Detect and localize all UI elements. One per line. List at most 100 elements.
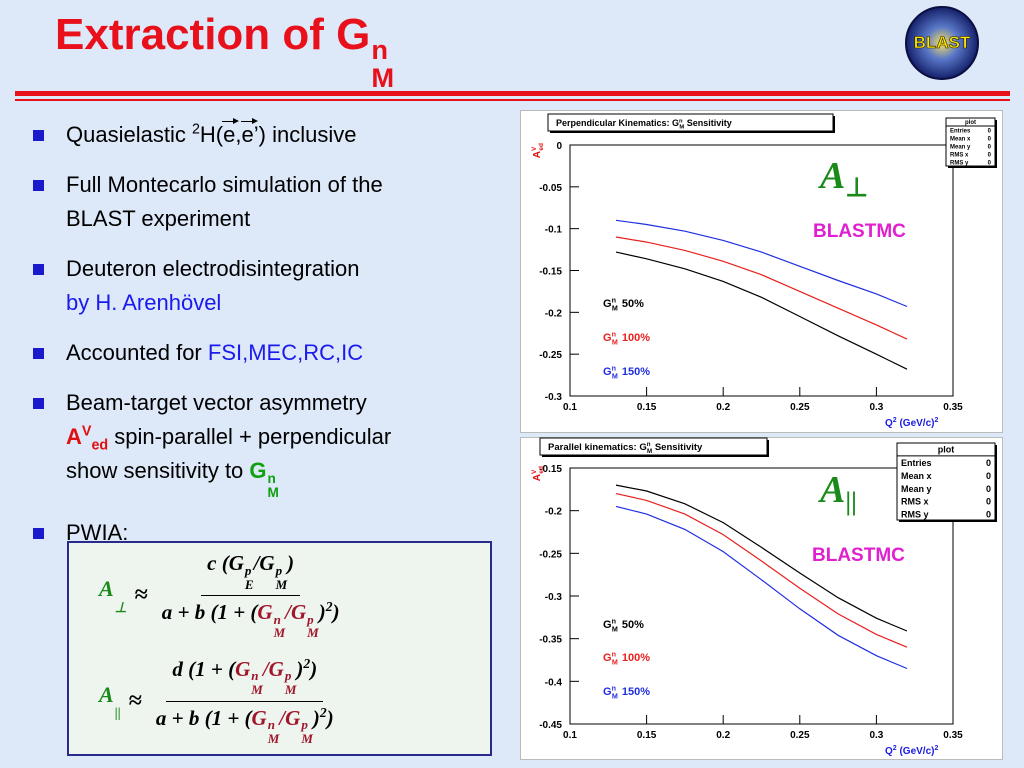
y-axis-label: AVed: [531, 466, 545, 481]
text-run: M: [612, 625, 618, 633]
superscript: p: [275, 562, 283, 578]
y-axis-label: AVed: [531, 143, 545, 158]
bullet-item: Quasielastic 2H(e,e’) inclusive: [30, 118, 510, 152]
text-run: ): [310, 656, 318, 681]
text-run: A: [99, 576, 114, 602]
text-run: M: [679, 125, 684, 131]
series-line: [615, 251, 908, 370]
text-run: ed: [91, 437, 109, 454]
series-line: [615, 505, 908, 670]
stats-title: plot: [965, 120, 976, 126]
legend-name: 100%: [622, 332, 650, 344]
text-run: ): [326, 705, 334, 730]
text-run: G: [603, 298, 612, 310]
superscript: n: [267, 470, 276, 486]
bullet-marker: [33, 348, 44, 359]
text-run: 2: [319, 704, 327, 720]
text-run: 2: [325, 599, 333, 615]
x-tick-label: 0.1: [563, 730, 577, 741]
subscript: M: [267, 485, 279, 501]
stats-label: Entries: [901, 458, 932, 468]
chart-title: Parallel kinematics: Gn M Sensitivity: [548, 441, 703, 455]
y-tick-label: -0.3: [545, 592, 563, 603]
text-run: G: [603, 332, 612, 344]
subscript: M: [273, 625, 286, 641]
stats-value: 0: [988, 136, 992, 142]
bullet-item: Deuteron electrodisintegration by H. Aren…: [30, 252, 510, 320]
subscript: M: [371, 62, 395, 94]
y-tick-label: -0.35: [539, 635, 562, 646]
text-run: Parallel kinematics: G: [548, 442, 647, 453]
text-run: 2: [893, 745, 897, 752]
bullet-line: by H. Arenhövel: [66, 286, 510, 320]
stats-value: 0: [986, 471, 991, 481]
bullet-line: Beam-target vector asymmetry: [66, 386, 510, 420]
text-run: V: [531, 146, 538, 151]
superscript: n: [371, 33, 389, 65]
stats-value: 0: [988, 144, 992, 150]
text-run: ): [312, 705, 320, 730]
y-tick-label: -0.25: [539, 549, 562, 560]
text-run: ||: [845, 487, 856, 516]
text-run: n: [612, 685, 616, 693]
text-run: d (1 + (: [172, 656, 236, 681]
numerator: c (G p E/G p M): [201, 551, 301, 597]
logo: BLAST: [905, 6, 979, 80]
text-run: G: [603, 366, 612, 378]
text-run: c (: [207, 551, 229, 576]
stats-label: Mean y: [950, 144, 971, 150]
text-run: ed: [538, 143, 545, 151]
text-run: Quasielastic: [66, 122, 192, 147]
y-tick-label: -0.1: [545, 225, 563, 236]
formula: A || ≈ d (1 + (G n M/G p M)2) a + b (1 + (G n M/G p…: [99, 657, 490, 746]
text-run: G: [228, 551, 244, 576]
legend-entry: Gn M 100%: [603, 331, 650, 347]
legend-entry: Gn M 100%: [603, 651, 650, 667]
series-line: [615, 484, 908, 632]
superscript: n: [267, 717, 275, 733]
stats-label: Mean x: [950, 136, 971, 142]
y-tick-label: -0.25: [539, 350, 562, 361]
legend-name: 50%: [622, 619, 644, 631]
text-run: ): [332, 600, 340, 625]
bullet-item: Beam-target vector asymmetry AVed spin-pa…: [30, 386, 510, 500]
text-run: H(: [199, 122, 224, 147]
text-run: M: [647, 448, 652, 455]
formula-lhs: A ⊥: [99, 576, 127, 615]
text-run: /: [253, 551, 260, 576]
y-tick-label: 0: [556, 141, 562, 152]
stats-label: RMS y: [901, 509, 929, 519]
text-run: G: [235, 656, 251, 681]
pad-border: [520, 110, 1003, 433]
text-run: G: [249, 458, 267, 483]
text-run: /: [262, 656, 269, 681]
bullet-marker: [33, 528, 44, 540]
stats-label: RMS y: [950, 160, 969, 166]
x-tick-label: 0.25: [790, 730, 810, 741]
x-tick-label: 0.2: [716, 402, 730, 413]
stats-value: 0: [986, 497, 991, 507]
bullet-marker: [33, 398, 44, 409]
text-run: (GeV/c): [897, 418, 935, 429]
text-run: (GeV/c): [897, 746, 935, 757]
subscript: E: [244, 576, 254, 592]
text-run: n: [612, 618, 616, 626]
text-run: Extraction of G: [55, 10, 371, 59]
legend-entry: Gn M 150%: [603, 365, 650, 381]
chart: Parallel kinematics: Gn M Sensitivity plot…: [520, 437, 1003, 760]
bullet-item: Accounted for FSI,MEC,RC,IC: [30, 336, 510, 370]
formula-relation: ≈: [128, 687, 142, 714]
y-tick-label: -0.2: [545, 507, 563, 518]
text-run: a + b (1 + (: [161, 600, 258, 625]
x-tick-label: 0.25: [790, 402, 810, 413]
stats-value: 0: [986, 509, 991, 519]
legend-entry: Gn M 50%: [603, 618, 644, 634]
bullet-list: Quasielastic 2H(e,e’) inclusive Full Mont…: [30, 118, 510, 566]
numerator: d (1 + (G n M/G p M)2): [166, 656, 324, 702]
text-run: /: [285, 600, 291, 625]
